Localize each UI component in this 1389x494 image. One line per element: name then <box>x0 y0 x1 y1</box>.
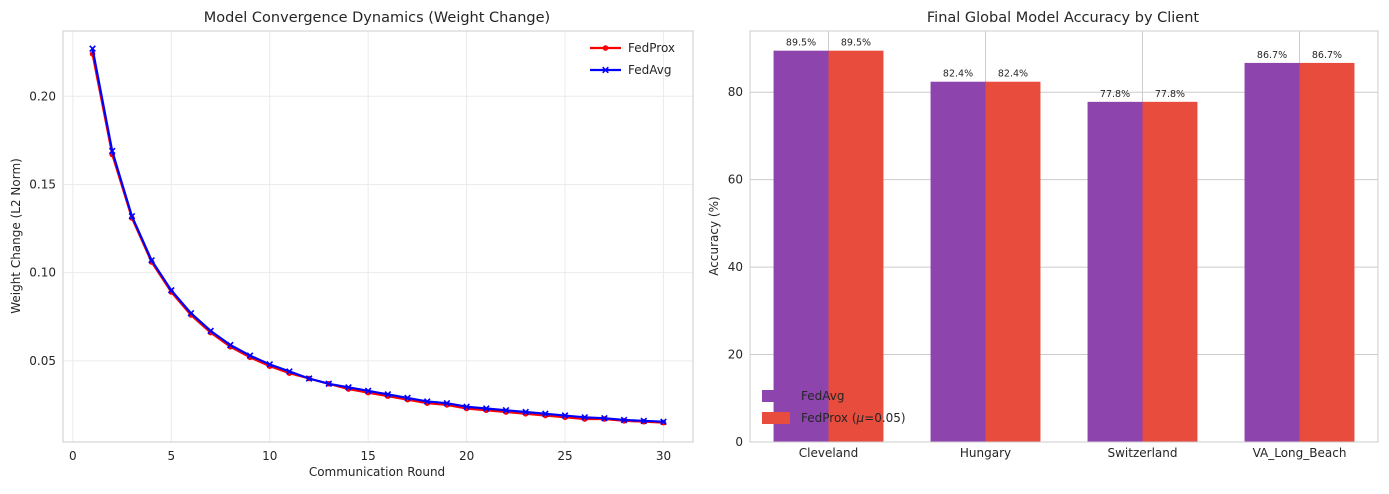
data-point <box>640 417 648 425</box>
legend-swatch <box>762 412 790 424</box>
legend-marker <box>602 45 609 51</box>
bar-value-label: 77.8% <box>1155 89 1185 100</box>
x-tick-label: 0 <box>69 449 77 463</box>
data-point <box>345 383 352 391</box>
bar-va-long-beach <box>1299 62 1355 442</box>
bar-value-label: 89.5% <box>841 38 871 49</box>
data-point <box>601 414 608 422</box>
data-point <box>207 327 215 335</box>
data-point <box>246 352 254 359</box>
data-point <box>522 408 530 416</box>
data-point <box>423 398 431 405</box>
bar-cleveland <box>773 50 829 442</box>
y-tick-label: 60 <box>728 173 743 187</box>
y-tick-label: 0.10 <box>29 266 56 280</box>
legend-label: FedProx <box>628 41 675 55</box>
data-point <box>404 394 411 402</box>
data-point <box>541 410 549 418</box>
data-point <box>463 403 470 411</box>
x-tick-label: Switzerland <box>1108 446 1178 460</box>
bar-hungary <box>930 81 986 442</box>
y-tick-label: 40 <box>728 260 743 274</box>
bar-chart-ylabel: Accuracy (%) <box>707 196 721 275</box>
legend-swatch <box>762 390 790 402</box>
y-tick-label: 20 <box>728 348 743 362</box>
bar-switzerland <box>1087 101 1143 443</box>
x-tick-label: 25 <box>557 449 572 463</box>
data-point <box>226 341 234 349</box>
bar-value-label: 86.7% <box>1312 50 1342 61</box>
data-point <box>443 399 451 407</box>
x-tick-label: Cleveland <box>799 446 859 460</box>
x-tick-label: VA_Long_Beach <box>1253 446 1347 460</box>
bar-switzerland <box>1142 101 1198 443</box>
data-point <box>187 309 195 317</box>
y-tick-label: 0.20 <box>29 89 56 103</box>
bar-value-label: 77.8% <box>1100 89 1130 100</box>
bar-value-label: 89.5% <box>786 38 816 49</box>
x-tick-label: 15 <box>361 449 376 463</box>
data-point <box>482 405 490 412</box>
y-tick-label: 80 <box>728 85 743 99</box>
legend-marker <box>602 66 609 74</box>
bar-hungary <box>985 81 1041 442</box>
data-point <box>364 387 372 395</box>
series-line-fedavg <box>91 48 664 423</box>
line-chart-xlabel: Communication Round <box>309 465 445 479</box>
data-point <box>89 45 96 53</box>
data-point <box>305 375 313 382</box>
data-point <box>325 380 333 388</box>
data-point <box>581 413 589 421</box>
x-tick-label: 20 <box>459 449 474 463</box>
legend-label: FedAvg <box>628 63 671 77</box>
bar-chart: Final Global Model Accuracy by Client Ac… <box>707 10 1379 460</box>
data-point <box>561 412 569 419</box>
series-line-fedprox <box>91 53 664 424</box>
data-point <box>502 406 510 414</box>
x-tick-label: 5 <box>167 449 175 463</box>
x-tick-label: 10 <box>262 449 277 463</box>
plot-frame <box>62 30 694 443</box>
legend-label: FedProx (μ=0.05) <box>801 411 906 425</box>
legend-label: FedAvg <box>801 389 844 403</box>
bar-value-label: 82.4% <box>998 69 1028 80</box>
line-chart: Model Convergence Dynamics (Weight Chang… <box>9 10 694 479</box>
data-point <box>148 256 155 264</box>
line-chart-title: Model Convergence Dynamics (Weight Chang… <box>204 10 550 26</box>
y-tick-label: 0.15 <box>29 177 56 191</box>
bar-va-long-beach <box>1244 62 1300 442</box>
data-point <box>108 147 116 155</box>
bar-cleveland <box>828 50 884 442</box>
data-point <box>620 416 628 424</box>
x-tick-label: Hungary <box>960 446 1011 460</box>
data-point <box>660 418 667 426</box>
data-point <box>128 212 136 220</box>
data-point <box>266 361 274 368</box>
data-point <box>286 368 293 375</box>
y-tick-label: 0.05 <box>29 354 56 368</box>
y-tick-label: 0 <box>735 435 743 449</box>
bar-chart-title: Final Global Model Accuracy by Client <box>927 10 1200 26</box>
bar-value-label: 82.4% <box>943 69 973 80</box>
plot-frame <box>749 30 1379 443</box>
line-chart-ylabel: Weight Change (L2 Norm) <box>9 158 23 314</box>
data-point <box>384 391 392 398</box>
data-point <box>167 286 175 294</box>
bar-value-label: 86.7% <box>1257 50 1287 61</box>
x-tick-label: 30 <box>656 449 671 463</box>
